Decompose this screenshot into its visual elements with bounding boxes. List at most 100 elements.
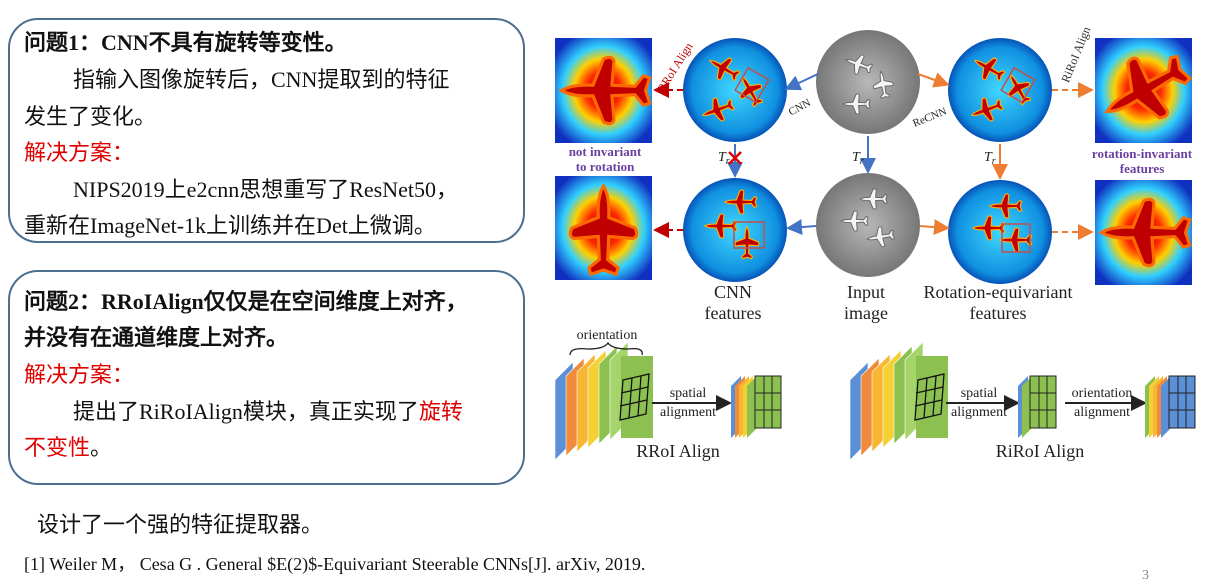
plane-shape: [708, 57, 741, 81]
plane: [708, 57, 741, 81]
solution: NIPS2019上e2cnn思想重写了ResNet50，: [73, 177, 458, 202]
figure-label: Input: [847, 282, 885, 302]
feature-disc: [948, 38, 1052, 142]
plane: [859, 188, 888, 210]
figure-label: RiRoI Align: [1058, 25, 1093, 85]
plane-shape: [1104, 54, 1193, 120]
plane-shape: [734, 225, 760, 260]
solution-text: 。: [90, 435, 113, 460]
figure-label: features: [970, 303, 1027, 323]
plane: [970, 97, 1005, 122]
transform-symbol: T: [852, 150, 861, 165]
plane-shape: [842, 93, 871, 115]
cross: [728, 151, 742, 165]
figure-label: RiRoI Align: [996, 441, 1085, 461]
transform-symbol: T: [718, 150, 727, 165]
highlight: 不变性: [24, 435, 91, 460]
plane-shape: [971, 215, 1006, 241]
figure-label: features: [705, 303, 762, 323]
arrow: [786, 219, 817, 236]
transform-subscript: r: [860, 156, 864, 167]
plane-shape: [568, 182, 639, 277]
figure-label: not invariant: [569, 144, 642, 159]
plane: [1098, 197, 1192, 268]
plane-shape: [1098, 197, 1192, 268]
aligned-grid: [755, 376, 781, 428]
figure-label: rotation-invariant: [1092, 146, 1193, 161]
roi-box: [734, 66, 770, 104]
arrow: [917, 72, 950, 88]
plane: [842, 93, 871, 115]
problem-title: 并没有在通道维度上对齐。: [24, 325, 289, 350]
plane: [723, 189, 758, 215]
reference: [1] Weiler M， Cesa G . General $E(2)$-Eq…: [24, 554, 646, 574]
solution: 重新在ImageNet-1k上训练并在Det上微调。: [24, 213, 436, 238]
figure-label: CNN: [787, 97, 813, 119]
solution-text: 提出了RiRoIAlign模块，真正实现了: [73, 399, 419, 424]
figure-label: RRoI Align: [636, 441, 720, 461]
solution: 不变性。: [24, 435, 112, 461]
transform-subscript: r: [726, 156, 730, 167]
feature-disc: [816, 30, 920, 134]
roi-box: [733, 221, 765, 249]
aligned-front: [754, 375, 782, 429]
figure-label: features: [1120, 161, 1165, 176]
feature-disc: [948, 180, 1052, 284]
feature-front: [916, 356, 948, 438]
aligned-grid: [1169, 376, 1195, 428]
plane-shape: [866, 226, 896, 248]
summary: 设计了一个强的特征提取器。: [37, 512, 324, 537]
figure-label: orientation: [577, 328, 638, 343]
plane-shape: [703, 213, 738, 239]
plane-shape: [970, 97, 1005, 122]
highlight: 旋转: [418, 399, 463, 424]
aligned-front: [1029, 375, 1057, 429]
figure-label: alignment: [951, 405, 1007, 420]
plane: [971, 215, 1006, 241]
problem-box: [8, 270, 525, 485]
problem-title: 问题2：RRoIAlign仅仅是在空间维度上对齐，: [24, 289, 468, 314]
aligned-grid: [1030, 376, 1056, 428]
plane: [703, 213, 738, 239]
description: 发生了变化。: [24, 104, 157, 129]
figure-label: spatial: [670, 386, 707, 401]
brace: [569, 341, 643, 356]
roi-grid: [619, 373, 650, 421]
transform-symbol: T: [984, 150, 993, 165]
plane-shape: [988, 193, 1023, 219]
plane: [701, 97, 736, 122]
figure-label: CNN: [714, 282, 752, 302]
aligned-front: [1168, 375, 1196, 429]
plane: [734, 225, 760, 260]
figure-label: Rotation-equivariant: [924, 282, 1073, 302]
figure-label: image: [844, 303, 888, 323]
plane-shape: [845, 54, 874, 75]
arrow: [919, 219, 950, 236]
page-number: 3: [1142, 568, 1149, 583]
solution: 提出了RiRoIAlign模块，真正实现了旋转: [73, 399, 463, 425]
plane: [866, 226, 896, 248]
plane: [988, 193, 1023, 219]
figure-label: ReCNN: [911, 105, 948, 129]
plane: [1104, 54, 1193, 120]
plane: [872, 70, 894, 100]
plane: [845, 54, 874, 75]
plane-shape: [558, 55, 652, 126]
figure-label: alignment: [1074, 405, 1130, 420]
figure-label: alignment: [660, 405, 716, 420]
roi-grid: [914, 373, 945, 421]
plane-shape: [701, 97, 736, 122]
description: 指输入图像旋转后，CNN提取到的特征: [73, 67, 450, 92]
feature-front: [621, 356, 653, 438]
solution-label: 解决方案：: [24, 362, 135, 387]
plane: [840, 210, 869, 232]
transform-label: Tr: [984, 150, 996, 167]
plane-shape: [973, 57, 1006, 81]
figure-label: spatial: [961, 386, 998, 401]
transform-label: Tr: [718, 150, 730, 167]
solution-label: 解决方案：: [24, 140, 135, 165]
plane-shape: [840, 210, 869, 232]
transform-label: Tr: [852, 150, 864, 167]
problem-title: 问题1：CNN不具有旋转等变性。: [24, 30, 347, 55]
